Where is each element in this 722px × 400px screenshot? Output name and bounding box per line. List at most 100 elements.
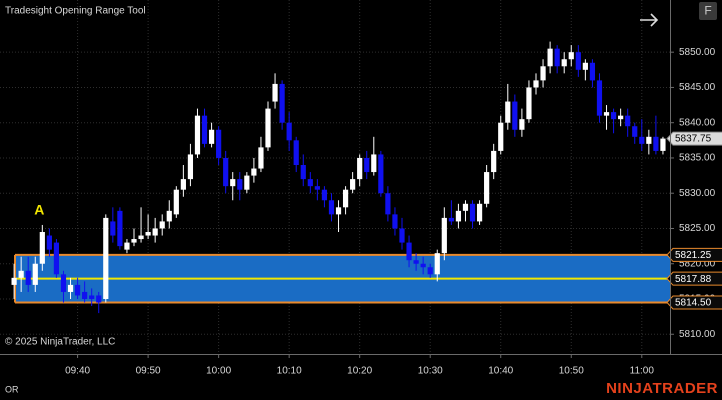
candles: A xyxy=(11,41,666,314)
x-tick-label: 10:20 xyxy=(347,366,372,377)
candle-body xyxy=(561,59,567,67)
x-tick-label: 09:40 xyxy=(65,366,90,377)
opening-range-high-box xyxy=(666,247,722,262)
candle-body xyxy=(575,52,581,70)
candle-body xyxy=(11,277,17,285)
x-tick-label: 10:10 xyxy=(277,366,302,377)
candle-body xyxy=(272,83,278,102)
y-tick-label: 5850.00 xyxy=(679,47,716,58)
candle-body xyxy=(145,232,151,236)
candle-body xyxy=(46,235,52,250)
candle-body xyxy=(350,179,356,190)
candle-body xyxy=(53,242,60,275)
candle-body xyxy=(357,157,363,180)
candle-body xyxy=(237,179,243,190)
opening-range-mid-box xyxy=(666,271,722,286)
candle-body xyxy=(441,217,447,254)
candle-body xyxy=(653,136,659,151)
candle-body xyxy=(540,66,546,81)
candle-body xyxy=(371,154,377,173)
candle-body xyxy=(484,172,490,204)
last-price-label: 5837.75 xyxy=(675,134,712,145)
navigate-arrow[interactable] xyxy=(640,13,659,27)
copyright: © 2025 NinjaTrader, LLC xyxy=(5,337,115,348)
candle-body xyxy=(300,165,306,180)
candle-body xyxy=(610,112,617,120)
candle-body xyxy=(618,115,624,120)
last-price-box xyxy=(666,131,722,146)
x-tick-label: 10:30 xyxy=(418,366,443,377)
candle-body xyxy=(413,260,419,264)
candle-body xyxy=(462,203,469,211)
candle-body xyxy=(89,295,95,299)
candle-body xyxy=(103,217,109,299)
candle-body xyxy=(519,119,525,130)
y-tick-label: 5820.00 xyxy=(679,258,716,269)
candle-body xyxy=(434,253,440,275)
candle-body xyxy=(208,129,215,144)
brand-logo: NINJATRADER xyxy=(606,380,718,397)
panel-label: OR xyxy=(5,384,19,394)
f-button[interactable] xyxy=(699,2,717,20)
candle-body xyxy=(378,154,384,194)
candle-body xyxy=(194,115,201,155)
candle-body xyxy=(512,101,518,130)
candle-body xyxy=(60,274,67,292)
candle-body xyxy=(582,62,588,70)
candle-body xyxy=(554,48,560,67)
x-tick-label: 11:00 xyxy=(630,366,655,377)
candle-body xyxy=(328,200,335,215)
annotation: A xyxy=(34,202,44,218)
y-tick-label: 5840.00 xyxy=(679,117,716,128)
axes: 5810.005815.005820.005825.005830.005835.… xyxy=(65,47,722,377)
candle-body xyxy=(314,186,320,190)
candle-body xyxy=(187,154,194,180)
candle-body xyxy=(342,189,349,208)
candle-body xyxy=(39,232,45,264)
candle-body xyxy=(448,217,454,222)
chart-title: Tradesight Opening Range Tool xyxy=(5,6,146,17)
candle-body xyxy=(258,147,264,169)
candle-body xyxy=(230,179,236,187)
candle-body xyxy=(335,207,342,215)
candle-body xyxy=(364,157,370,173)
candle-body xyxy=(180,179,186,190)
candle-body xyxy=(427,267,433,275)
candle-body xyxy=(166,210,172,222)
candle-body xyxy=(67,284,74,292)
candle-body xyxy=(660,138,666,151)
opening-range-high-label: 5821.25 xyxy=(675,250,712,261)
x-tick-label: 09:50 xyxy=(136,366,161,377)
candle-body xyxy=(420,263,426,268)
candle-body xyxy=(498,122,504,151)
candle-body xyxy=(152,228,158,236)
candle-body xyxy=(625,115,631,127)
f-button-label[interactable]: F xyxy=(704,4,711,18)
candle-body xyxy=(596,80,603,116)
candle-body xyxy=(96,295,102,303)
candle-body xyxy=(201,115,208,144)
x-tick-label: 10:40 xyxy=(488,366,513,377)
candle-body xyxy=(117,210,123,247)
candle-body xyxy=(286,122,292,141)
candle-body xyxy=(321,189,328,201)
candle-body xyxy=(131,239,137,243)
candle-body xyxy=(589,62,596,81)
candle-body xyxy=(491,150,497,173)
y-tick-label: 5810.00 xyxy=(679,329,716,340)
candle-body xyxy=(392,214,398,229)
y-tick-label: 5830.00 xyxy=(679,188,716,199)
opening-range xyxy=(14,253,670,304)
candle-body xyxy=(251,168,257,176)
candle-body xyxy=(32,263,38,285)
candle-body xyxy=(279,83,285,123)
candle-body xyxy=(216,129,222,158)
candle-body xyxy=(124,242,130,250)
y-tick-label: 5845.00 xyxy=(679,82,716,93)
y-tick-label: 5835.00 xyxy=(679,153,716,164)
candle-body xyxy=(307,179,313,187)
candle-body xyxy=(399,228,405,243)
candle-body xyxy=(18,270,24,278)
